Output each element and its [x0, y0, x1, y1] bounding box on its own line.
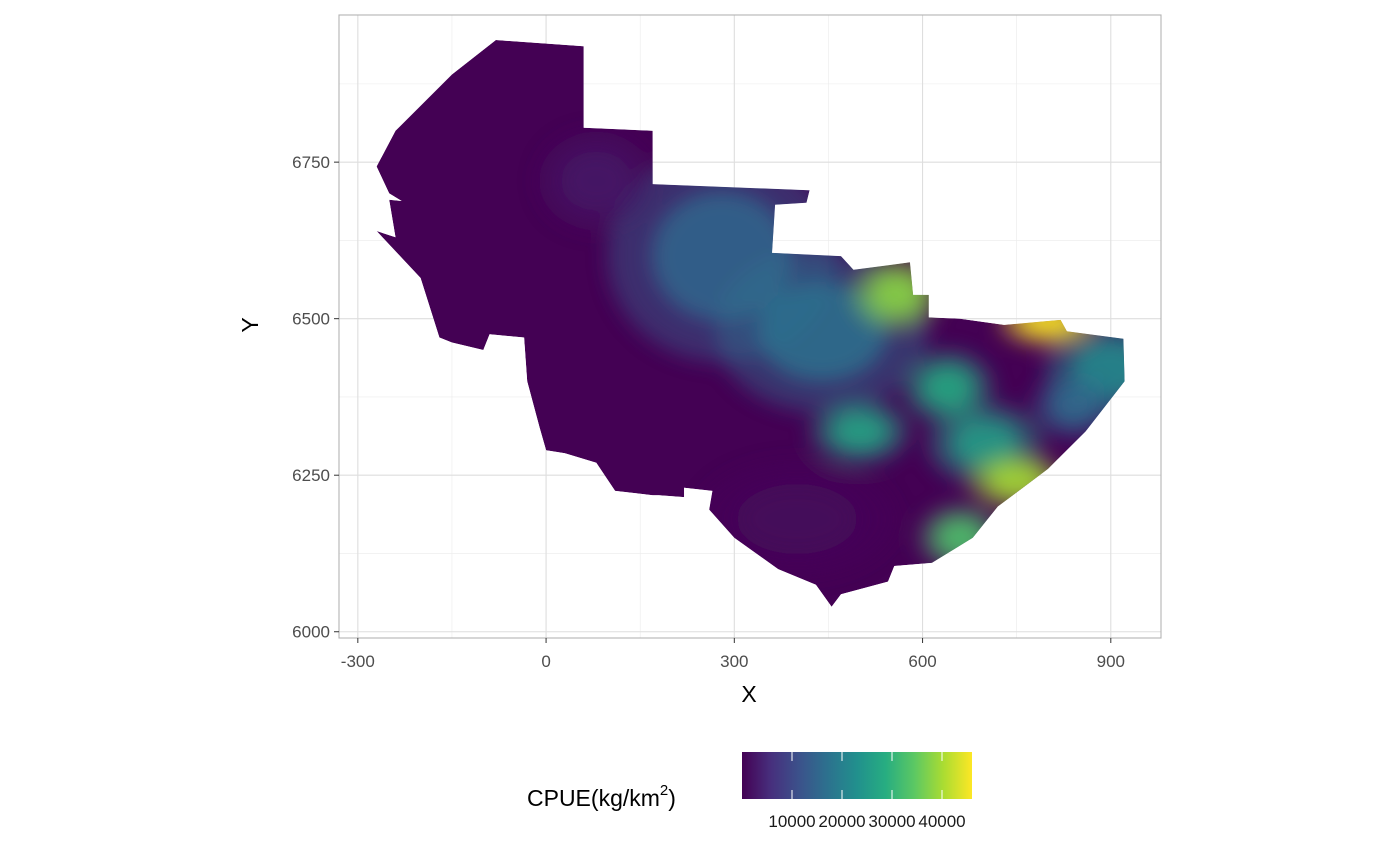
legend-title-unit: (kg/km	[591, 785, 660, 811]
cpue-hotspot-core	[736, 483, 858, 555]
legend-tick-label: 40000	[918, 812, 965, 831]
x-tick-label: 900	[1097, 652, 1125, 671]
cpue-hotspot-core	[869, 271, 926, 317]
legend-title: CPUE(kg/km2)	[527, 782, 676, 811]
y-tick-label: 6750	[292, 153, 330, 172]
y-tick-label: 6500	[292, 310, 330, 329]
y-axis: 6000 6250 6500 6750	[292, 153, 339, 642]
x-axis: -300 0 300 600 900	[341, 638, 1125, 671]
legend-title-sup: 2	[660, 782, 668, 799]
cpue-hotspot-core	[920, 365, 976, 411]
cpue-hotspot-core	[756, 281, 888, 382]
y-tick-label: 6000	[292, 623, 330, 642]
legend-tick-label: 10000	[768, 812, 815, 831]
x-tick-label: 300	[720, 652, 748, 671]
x-tick-label: -300	[341, 652, 375, 671]
legend-title-main: CPUE	[527, 785, 591, 811]
y-tick-label: 6250	[292, 466, 330, 485]
x-axis-title: X	[741, 681, 756, 707]
cpue-hotspot-core	[829, 411, 890, 452]
x-tick-label: 0	[541, 652, 550, 671]
legend-tick-label: 20000	[818, 812, 865, 831]
cpue-hotspot-core	[1048, 386, 1099, 427]
legend-ticks: 10000 20000 30000 40000	[768, 752, 966, 831]
color-legend: CPUE(kg/km2) 10000 20000 30000 40000	[527, 752, 972, 831]
legend-tick-label: 30000	[868, 812, 915, 831]
y-axis-title: Y	[237, 317, 263, 332]
panel-border	[338, 14, 1162, 639]
legend-title-close: )	[668, 785, 676, 811]
cpue-hotspot-core	[561, 150, 632, 211]
legend-colorbar	[742, 752, 972, 799]
x-tick-label: 600	[908, 652, 936, 671]
